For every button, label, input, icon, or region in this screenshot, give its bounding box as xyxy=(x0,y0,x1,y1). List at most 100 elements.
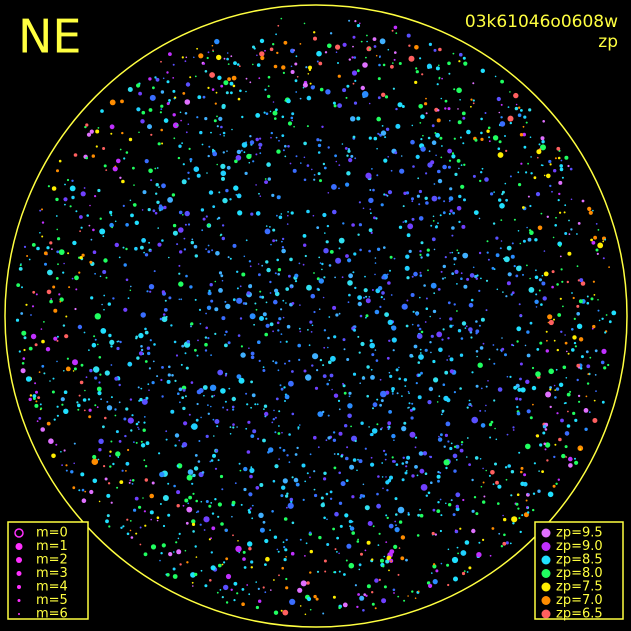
star xyxy=(283,558,287,562)
star xyxy=(322,296,325,299)
star xyxy=(466,456,468,458)
star xyxy=(411,124,414,127)
star xyxy=(160,60,162,63)
star xyxy=(165,573,168,576)
star xyxy=(269,322,274,327)
star xyxy=(208,145,211,148)
star xyxy=(557,241,563,247)
star xyxy=(254,302,257,305)
star xyxy=(273,299,278,305)
star xyxy=(559,245,561,248)
star xyxy=(224,343,228,348)
star xyxy=(579,278,584,283)
star xyxy=(239,89,242,93)
star xyxy=(577,445,584,452)
star xyxy=(187,469,194,475)
star xyxy=(374,309,380,315)
star xyxy=(34,343,38,347)
star xyxy=(224,334,226,336)
star xyxy=(504,182,507,185)
star xyxy=(407,595,409,597)
star xyxy=(515,103,518,106)
star xyxy=(307,329,309,331)
star xyxy=(18,267,23,271)
star xyxy=(527,195,530,198)
star xyxy=(281,237,285,241)
star xyxy=(379,305,382,308)
star xyxy=(397,506,405,514)
star xyxy=(428,583,433,589)
star xyxy=(452,211,455,215)
star xyxy=(243,151,246,154)
star xyxy=(259,51,265,57)
star xyxy=(520,470,523,474)
star xyxy=(215,91,218,94)
star xyxy=(442,328,445,331)
star xyxy=(402,221,405,223)
star xyxy=(487,126,491,130)
star xyxy=(185,274,188,278)
star xyxy=(161,239,164,242)
star xyxy=(131,479,135,482)
star xyxy=(585,350,589,354)
star xyxy=(370,432,374,437)
star xyxy=(217,502,222,507)
star xyxy=(602,240,605,243)
star xyxy=(338,501,343,505)
magnitude-label: m=5 xyxy=(36,593,68,608)
star xyxy=(184,60,187,63)
star xyxy=(248,284,253,289)
star xyxy=(148,284,155,290)
star xyxy=(317,446,320,449)
star xyxy=(23,348,26,352)
star xyxy=(200,416,202,419)
star xyxy=(405,558,408,562)
star xyxy=(576,312,580,316)
star xyxy=(509,375,512,378)
star xyxy=(490,192,494,196)
star xyxy=(445,502,447,505)
star xyxy=(431,140,437,145)
star xyxy=(570,228,573,231)
star xyxy=(571,292,573,294)
star xyxy=(94,272,96,275)
star xyxy=(518,451,521,454)
star xyxy=(326,518,328,521)
star xyxy=(321,125,324,128)
star xyxy=(561,280,564,283)
star xyxy=(568,233,571,236)
star xyxy=(323,516,326,520)
star xyxy=(557,313,562,317)
star xyxy=(390,560,393,563)
star xyxy=(362,207,365,210)
star xyxy=(240,352,246,358)
star xyxy=(90,296,94,300)
star xyxy=(473,496,477,499)
star xyxy=(59,297,64,302)
star xyxy=(432,215,435,218)
star xyxy=(16,283,21,287)
star xyxy=(56,169,59,173)
star xyxy=(273,579,275,581)
star xyxy=(168,99,171,102)
star xyxy=(290,211,294,215)
star xyxy=(482,467,484,470)
star xyxy=(157,242,162,247)
star xyxy=(578,337,584,342)
star xyxy=(417,395,422,400)
star xyxy=(356,469,358,472)
star xyxy=(181,56,184,59)
star xyxy=(418,203,421,206)
star xyxy=(178,298,181,301)
star xyxy=(232,534,234,537)
magnitude-label: m=4 xyxy=(36,580,68,595)
star xyxy=(245,392,248,395)
star xyxy=(124,434,127,438)
star xyxy=(346,543,352,549)
star xyxy=(290,286,293,289)
star xyxy=(330,355,336,362)
star xyxy=(244,171,248,175)
star xyxy=(49,299,53,304)
star xyxy=(62,271,65,274)
star xyxy=(608,266,610,268)
